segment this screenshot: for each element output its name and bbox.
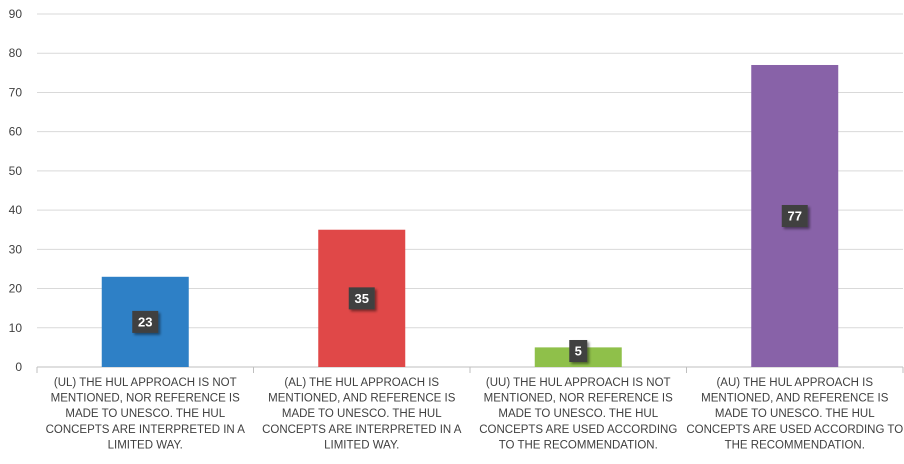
data-label-box: [348, 287, 375, 310]
x-category-label-line: LIMITED WAY.: [324, 439, 399, 451]
data-label-text: 77: [788, 208, 802, 223]
data-label-box: [781, 204, 808, 227]
x-category-label-line: THE RECOMMENDATION.: [725, 439, 865, 451]
y-tick-label: 70: [9, 85, 23, 99]
y-tick-label: 80: [9, 46, 23, 60]
y-tick-label: 10: [9, 321, 23, 335]
x-category-label: (UU) THE HUL APPROACH IS NOT MENTIONED, N…: [479, 377, 677, 451]
x-category-label-line: (AL) THE HUL APPROACH IS: [284, 377, 439, 389]
data-label-text: 5: [575, 344, 582, 359]
x-category-label-line: CONCEPTS ARE USED ACCORDING TO: [686, 424, 903, 436]
x-category-label-line: TO THE RECOMMENDATION.: [499, 439, 658, 451]
y-axis: 0 10 20 30 40 50 60 70 80 90: [9, 7, 23, 374]
x-category-label-line: (UL) THE HUL APPROACH IS NOT: [54, 377, 237, 389]
y-tick-label: 40: [9, 203, 23, 217]
x-category-label-line: LIMITED WAY.: [108, 439, 183, 451]
data-labels: 23 35 5 77: [132, 204, 808, 362]
y-tick-label: 20: [9, 282, 23, 296]
x-category-label-line: MADE TO UNESCO. THE HUL: [282, 408, 442, 420]
x-category-label-line: MENTIONED, NOR REFERENCE IS: [51, 393, 240, 405]
data-label: 77: [781, 204, 808, 227]
data-label: 23: [132, 310, 159, 333]
data-label: 35: [348, 287, 375, 310]
x-category-label-line: (UU) THE HUL APPROACH IS NOT: [486, 377, 671, 389]
y-tick-label: 60: [9, 125, 23, 139]
data-label: 5: [569, 340, 588, 362]
y-tick-label: 30: [9, 242, 23, 256]
x-category-label: (AL) THE HUL APPROACH IS MENTIONED, AND R…: [262, 377, 462, 451]
x-category-label-line: CONCEPTS ARE USED ACCORDING: [479, 424, 677, 436]
x-category-label-line: MENTIONED, AND REFERENCE IS: [268, 393, 456, 405]
y-tick-label: 0: [15, 360, 22, 374]
data-label-text: 23: [138, 314, 152, 329]
data-label-box: [569, 340, 588, 362]
x-category-label-line: MADE TO UNESCO. THE HUL: [65, 408, 225, 420]
x-category-label-line: MADE TO UNESCO. THE HUL: [715, 408, 875, 420]
x-category-label-line: (AU) THE HUL APPROACH IS: [716, 377, 873, 389]
x-category-label-line: CONCEPTS ARE INTERPRETED IN A: [46, 424, 246, 436]
y-tick-label: 50: [9, 164, 23, 178]
x-category-label-line: MADE TO UNESCO. THE HUL: [498, 408, 658, 420]
x-category-label: (AU) THE HUL APPROACH IS MENTIONED, AND R…: [686, 377, 903, 451]
data-label-text: 35: [355, 291, 369, 306]
x-axis: (UL) THE HUL APPROACH IS NOT MENTIONED, N…: [36, 367, 904, 451]
x-category-label-line: MENTIONED, NOR REFERENCE IS: [484, 393, 673, 405]
data-label-box: [132, 310, 159, 333]
bars: [101, 64, 839, 367]
x-category-label-line: MENTIONED, AND REFERENCE IS: [701, 393, 889, 405]
y-tick-label: 90: [9, 7, 23, 21]
x-category-label: (UL) THE HUL APPROACH IS NOT MENTIONED, N…: [46, 377, 246, 451]
x-category-label-line: CONCEPTS ARE INTERPRETED IN A: [262, 424, 462, 436]
